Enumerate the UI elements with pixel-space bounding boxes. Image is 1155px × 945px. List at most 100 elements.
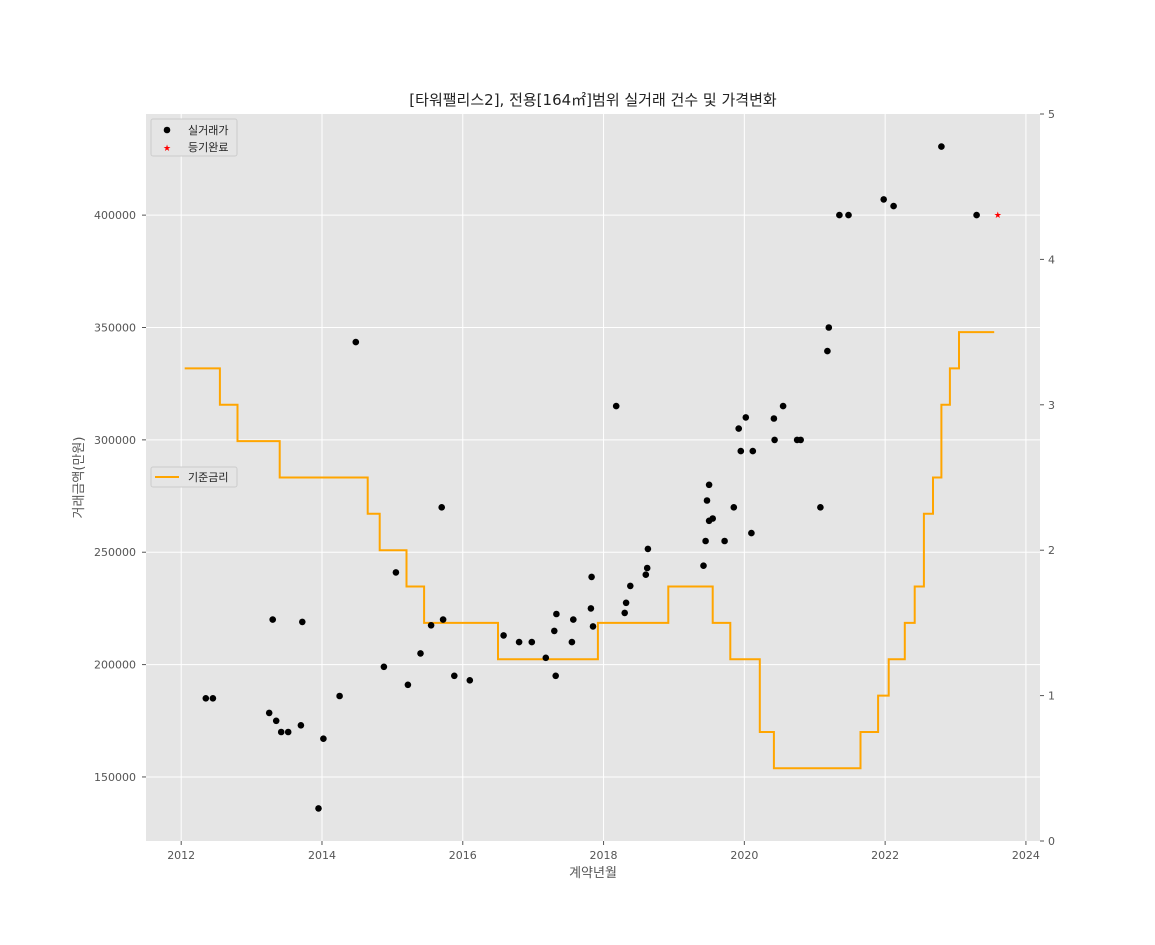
price-point <box>202 695 210 702</box>
price-point <box>845 211 852 219</box>
price-point <box>644 545 652 553</box>
price-point <box>709 515 716 522</box>
price-point <box>209 695 217 702</box>
price-point <box>568 638 576 646</box>
y2-tick-label: 4 <box>1048 253 1055 266</box>
price-point <box>703 497 711 504</box>
x-tick-label: 2020 <box>730 849 758 862</box>
price-point <box>779 402 787 410</box>
price-point <box>721 537 728 545</box>
x-tick-label: 2016 <box>449 849 477 862</box>
price-point <box>320 735 327 742</box>
legend-label-price: 실거래가 <box>188 124 228 137</box>
price-points: ★ <box>202 143 1002 812</box>
price-point <box>553 610 560 618</box>
price-point <box>705 481 713 489</box>
price-point <box>735 425 742 432</box>
price-point <box>612 402 620 410</box>
price-point <box>770 415 778 422</box>
legend-top-left: 실거래가 ★ 등기완료 <box>150 118 238 157</box>
axes: 2012 2014 2016 2018 2020 2022 2024150000200000… <box>94 108 1055 862</box>
price-point <box>551 627 558 635</box>
price-point <box>552 672 559 680</box>
y-axis-title: 거래금액(만원) <box>72 437 87 519</box>
price-point <box>643 564 651 572</box>
price-point <box>890 202 897 210</box>
price-point <box>315 805 322 812</box>
y-tick-label: 350000 <box>94 321 136 334</box>
price-point <box>730 504 738 511</box>
x-tick-label: 2012 <box>167 849 195 862</box>
x-tick-label: 2022 <box>871 849 899 862</box>
y2-tick-label: 2 <box>1048 544 1055 557</box>
price-point <box>515 638 523 646</box>
legend-label-rate: 기준금리 <box>188 471 228 484</box>
price-point <box>392 569 400 576</box>
price-point <box>500 632 507 639</box>
price-point <box>737 447 745 455</box>
y-tick-label: 300000 <box>94 434 136 447</box>
price-point <box>836 211 843 219</box>
price-point <box>528 638 536 646</box>
price-point <box>622 599 630 607</box>
price-point <box>749 447 757 455</box>
price-point <box>438 504 446 511</box>
price-point <box>570 616 577 623</box>
y2-tick-label: 1 <box>1048 690 1055 703</box>
price-point <box>880 196 887 203</box>
registered-point: ★ <box>994 211 1002 221</box>
price-point <box>587 605 595 612</box>
price-point <box>797 436 804 444</box>
price-point <box>269 616 277 623</box>
price-point <box>938 143 945 150</box>
x-tick-label: 2018 <box>590 849 618 862</box>
price-point <box>742 414 750 421</box>
price-point <box>352 338 360 346</box>
y2-tick-label: 5 <box>1048 108 1055 121</box>
price-point <box>277 728 285 736</box>
price-point <box>404 681 412 689</box>
price-point <box>621 609 628 617</box>
price-point <box>824 347 831 355</box>
price-point <box>702 537 709 545</box>
y-tick-label: 200000 <box>94 659 136 672</box>
rate-step-line <box>184 331 995 770</box>
price-point <box>417 650 424 657</box>
price-point <box>297 722 305 729</box>
y2-tick-label: 3 <box>1048 399 1055 412</box>
price-point <box>299 618 306 626</box>
rate-series <box>184 331 995 770</box>
price-point <box>451 672 458 680</box>
price-point <box>817 504 824 511</box>
price-point <box>825 324 833 331</box>
x-tick-label: 2014 <box>308 849 336 862</box>
price-point <box>771 436 778 444</box>
price-point <box>642 571 650 578</box>
price-point <box>466 677 474 684</box>
price-point <box>380 663 388 671</box>
price-point <box>542 654 550 662</box>
y-tick-label: 250000 <box>94 546 136 559</box>
price-point <box>272 717 280 725</box>
x-tick-label: 2024 <box>1012 849 1040 862</box>
chart-title: [타워팰리스2], 전용[164㎡]범위 실거래 건수 및 가격변화 <box>409 91 777 109</box>
price-point <box>589 623 597 630</box>
legend-label-registered: 등기완료 <box>188 141 228 154</box>
x-axis-title: 계약년월 <box>569 866 617 881</box>
price-point <box>265 709 273 717</box>
legend-center-left: 기준금리 <box>150 466 238 488</box>
legend-box-rate <box>150 466 238 488</box>
price-point <box>748 529 755 537</box>
legend-box <box>150 118 238 157</box>
price-point <box>588 573 595 581</box>
price-point <box>439 616 447 623</box>
price-point <box>284 728 292 736</box>
y-tick-label: 150000 <box>94 771 136 784</box>
legend-marker-price <box>163 126 171 134</box>
legend-marker-registered: ★ <box>163 144 171 154</box>
y2-tick-label: 0 <box>1048 835 1055 848</box>
price-point <box>973 211 980 219</box>
y-tick-label: 400000 <box>94 209 136 222</box>
price-point <box>336 692 343 700</box>
